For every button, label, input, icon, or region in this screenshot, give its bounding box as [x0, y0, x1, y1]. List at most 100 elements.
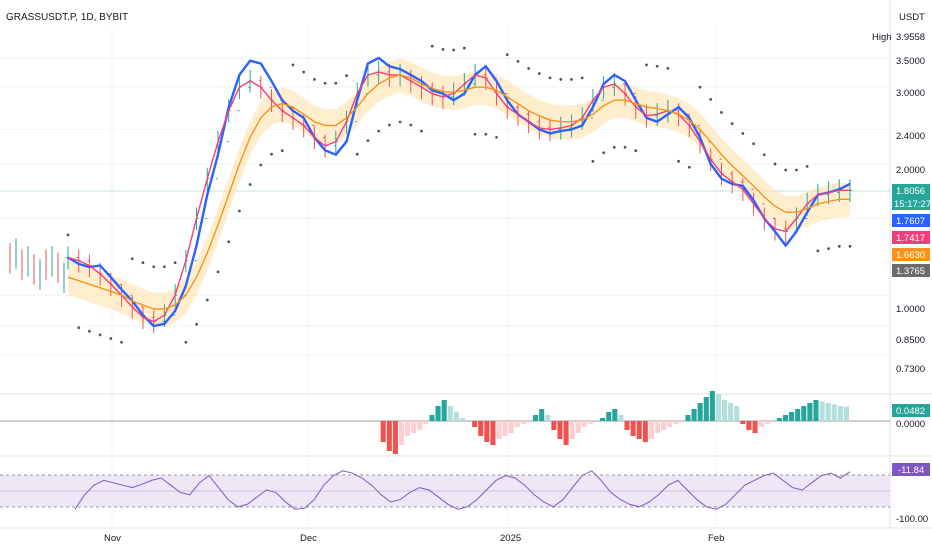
hist-bar — [685, 415, 691, 421]
hist-bar — [728, 403, 734, 421]
price-tick: 2.4000 — [896, 131, 925, 142]
sar-dot — [98, 333, 102, 337]
price-tick: 0.7300 — [896, 364, 925, 375]
sar-dot — [345, 74, 348, 78]
hist-bar — [722, 400, 728, 421]
time-tick: Nov — [104, 533, 121, 544]
sar-dot — [537, 72, 541, 75]
hist-bar — [782, 415, 789, 421]
hist-bar — [484, 421, 490, 442]
price-tick: 1.0000 — [896, 304, 925, 315]
sar-dot — [420, 129, 423, 133]
sar-dot — [677, 159, 681, 163]
hist-bar — [411, 421, 417, 433]
hist-bar — [405, 421, 411, 436]
osc1-zero: 0.0000 — [896, 419, 925, 430]
hist-bar — [557, 421, 563, 439]
hist-bar — [709, 391, 715, 421]
sar-dot — [334, 81, 338, 85]
countdown-badge — [892, 197, 930, 210]
hist-bar — [648, 421, 654, 439]
sar-dot — [259, 163, 263, 167]
hist-bar — [837, 406, 843, 421]
ma-mid-badge — [892, 231, 930, 244]
last-price: 1.8056 — [896, 186, 925, 197]
sar-dot — [441, 47, 445, 51]
sar-dot — [66, 233, 70, 237]
sar-dot — [173, 261, 177, 265]
hist-bar — [746, 421, 752, 430]
sar-dot — [687, 165, 691, 169]
hist-bar — [539, 409, 545, 421]
sar-dot — [805, 164, 809, 168]
hist-bar — [661, 421, 667, 430]
sar-dot — [77, 326, 81, 330]
sar-dot — [666, 66, 670, 70]
price-tick: 0.8500 — [896, 335, 925, 346]
ma-line-0 — [67, 56, 851, 328]
sar-dot — [580, 76, 584, 80]
sar-dot — [227, 240, 231, 244]
parabolic-sar — [66, 44, 852, 344]
hist-bar — [697, 403, 703, 421]
sar-dot — [516, 59, 520, 63]
sar-dot — [752, 142, 755, 146]
hist-bar — [606, 412, 612, 421]
hist-bar — [654, 421, 661, 433]
sar-dot — [602, 151, 606, 155]
sar-dot — [709, 97, 713, 101]
currency-label: USDT — [899, 12, 925, 23]
sar-dot — [462, 46, 466, 50]
sar-dot — [291, 63, 295, 67]
hist-bar — [764, 421, 770, 424]
sar-dot — [430, 44, 434, 48]
sar-dot — [366, 139, 370, 143]
sar-dot — [762, 153, 766, 157]
hist-bar — [740, 421, 746, 424]
hist-bar — [429, 415, 435, 421]
hist-bar — [417, 421, 423, 430]
ma-line-1 — [67, 71, 850, 323]
sar-dot — [473, 132, 477, 136]
moving-averages — [67, 56, 851, 328]
hist-bar — [819, 401, 825, 421]
sar-dot — [698, 85, 702, 89]
hist-bar — [618, 415, 624, 421]
hist-bar — [514, 421, 520, 427]
sar-dot — [184, 340, 188, 344]
hist-bar — [734, 406, 740, 421]
sar-dot — [527, 66, 531, 70]
sar-dot — [312, 78, 316, 81]
hist-bar — [600, 418, 606, 421]
sar-dot — [120, 340, 123, 344]
osc2-low: -100.00 — [896, 514, 928, 525]
sar-dot — [612, 145, 616, 149]
hist-bar — [789, 412, 795, 421]
hist-bar — [398, 421, 405, 445]
hist-bar — [825, 403, 831, 421]
hist-bar — [642, 421, 648, 442]
hist-bar — [490, 421, 496, 445]
sar-dot — [141, 261, 145, 265]
symbol-title: GRASSUSDT.P, 1D, BYBIT — [6, 12, 128, 23]
sar-dot — [730, 122, 734, 126]
hist-bar — [581, 421, 587, 427]
sar-dot — [88, 329, 91, 333]
sar-dot — [816, 249, 820, 253]
sar-dot — [387, 123, 391, 127]
sar-dot — [634, 149, 638, 153]
time-axis: Nov Dec 2025 Feb — [104, 533, 724, 544]
ma-slow-value: 1.6630 — [896, 250, 925, 261]
hist-bar — [545, 415, 551, 421]
hist-bar — [520, 421, 526, 424]
sar-dot — [655, 64, 659, 68]
time-tick: 2025 — [500, 533, 521, 544]
hist-bar — [575, 421, 581, 433]
hist-bar — [776, 418, 782, 421]
osc-line — [74, 470, 851, 510]
price-tick: 2.0000 — [896, 165, 925, 176]
time-tick: Dec — [300, 533, 317, 544]
sar-dot — [505, 53, 509, 57]
sar-dot — [837, 244, 841, 248]
last-price-badge — [892, 184, 930, 197]
